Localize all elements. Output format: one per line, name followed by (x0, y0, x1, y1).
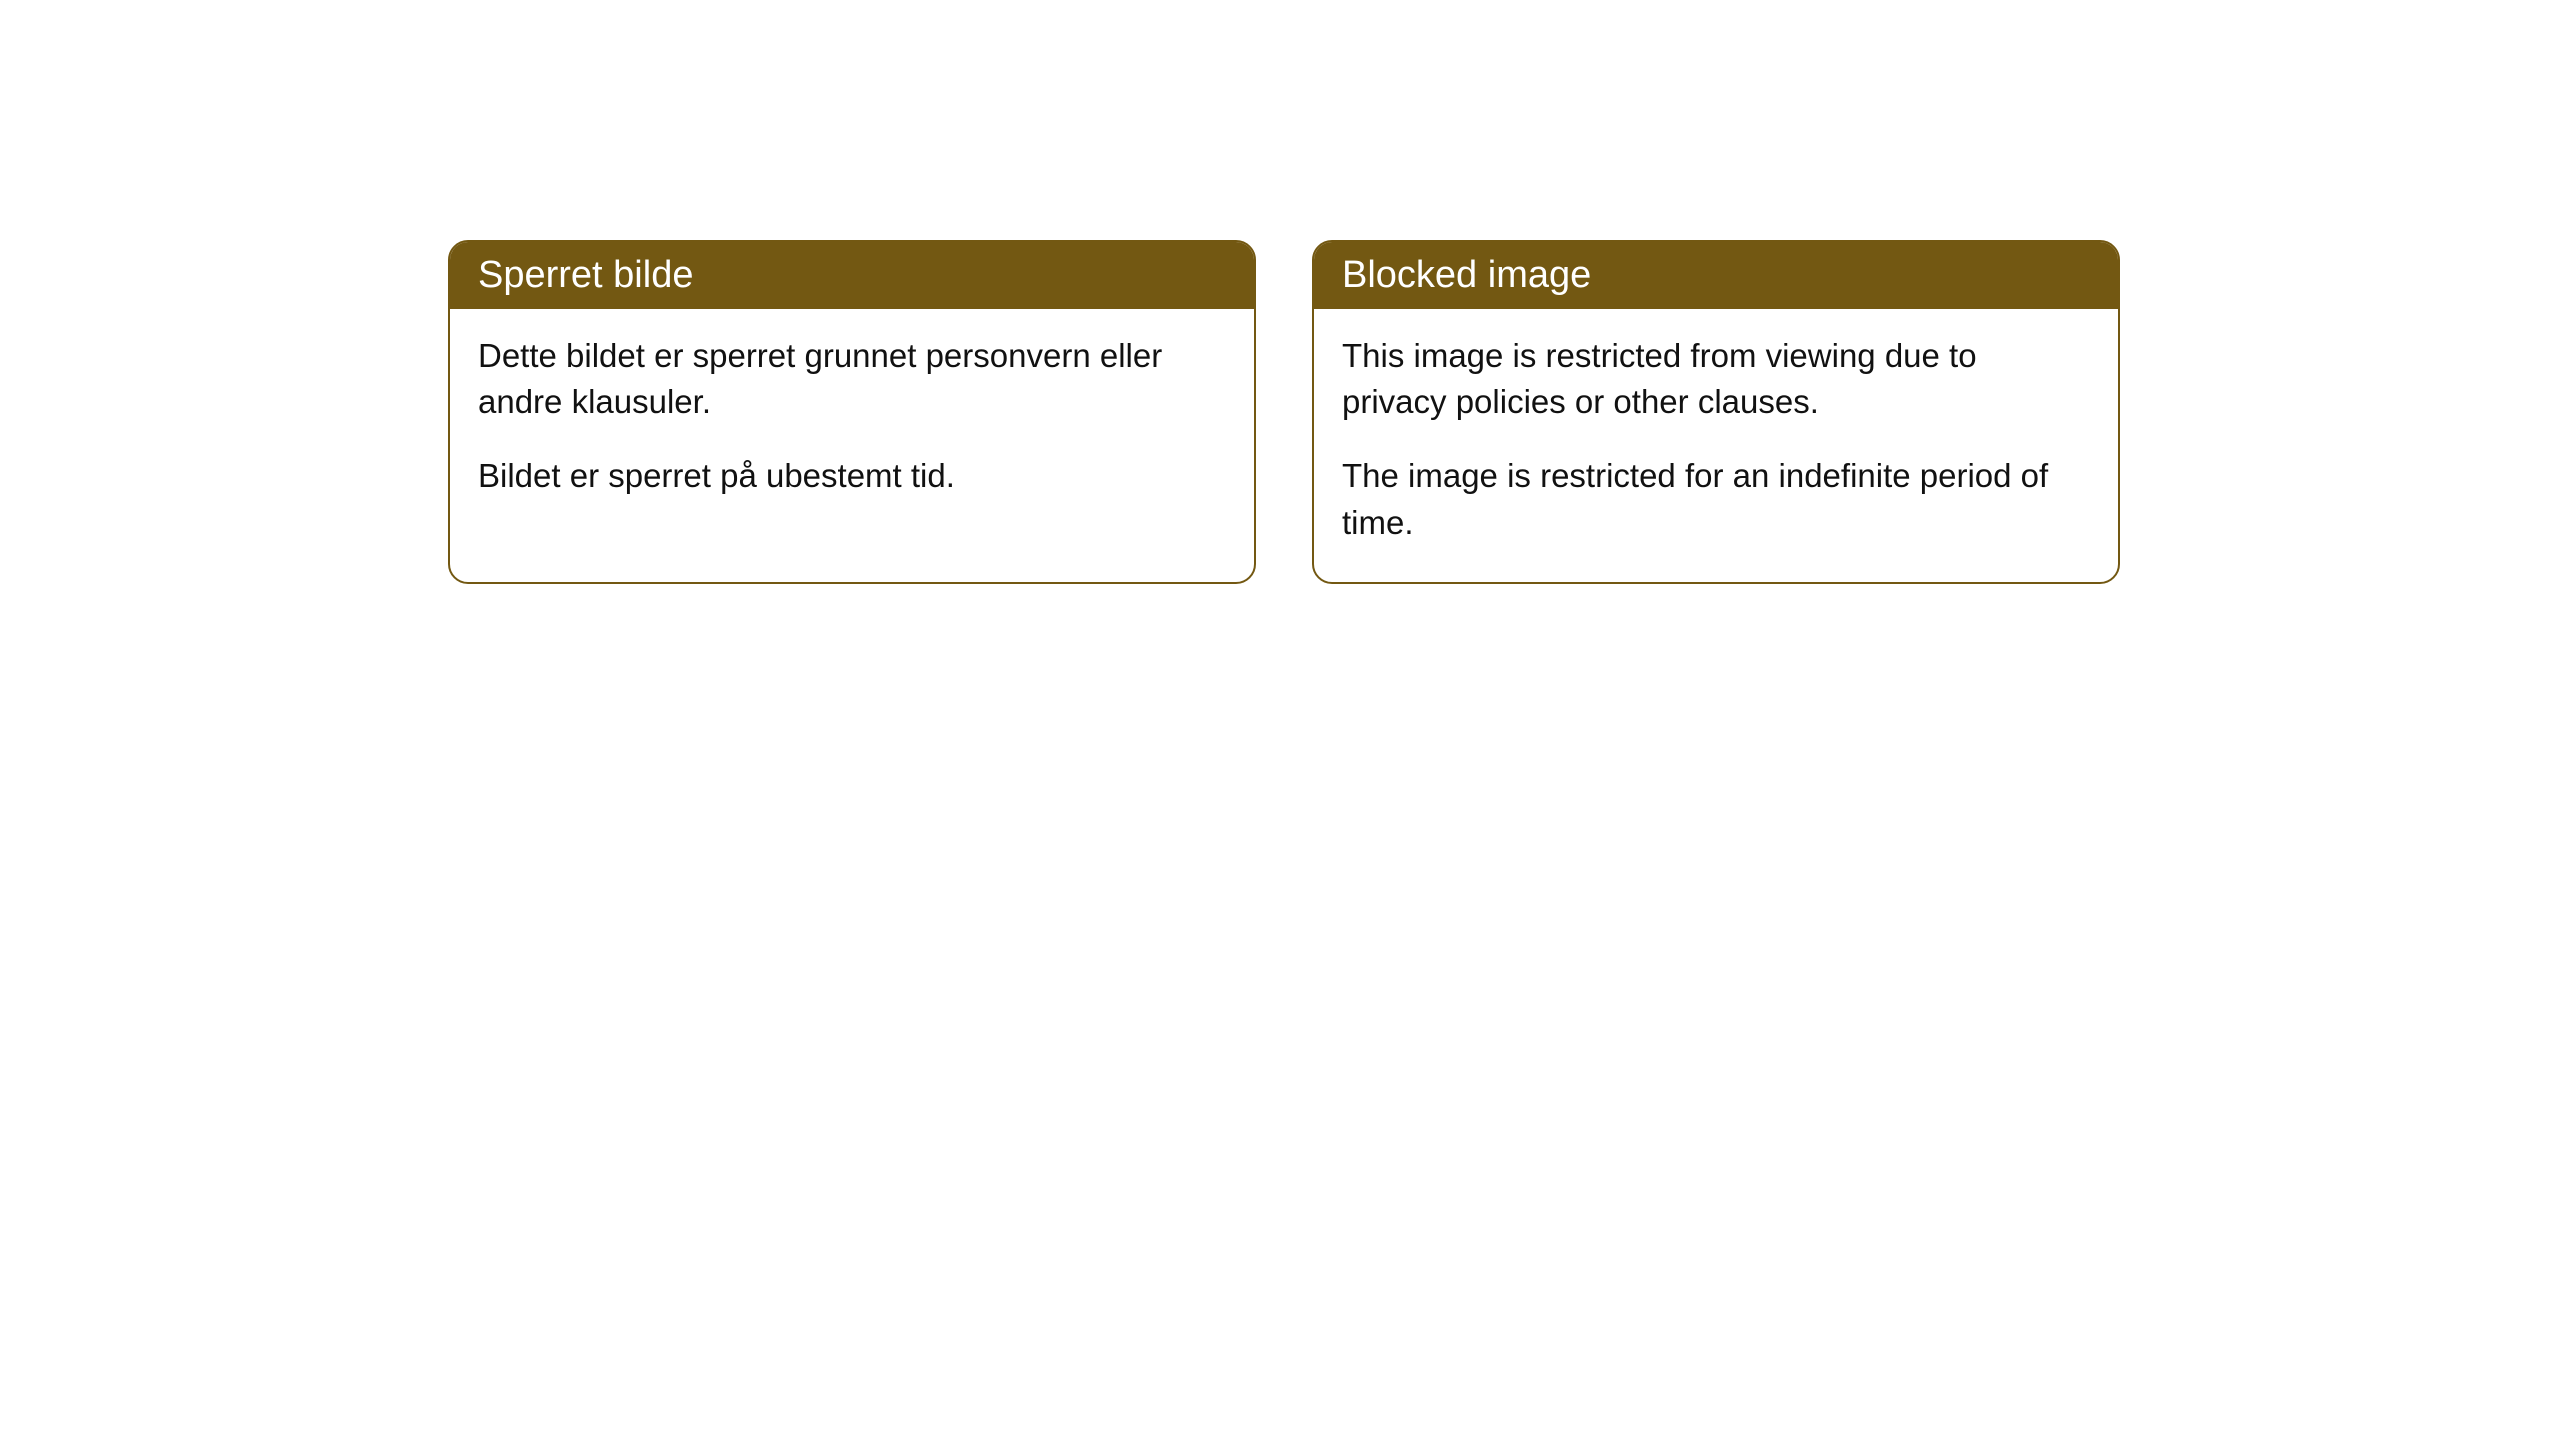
card-paragraph: Bildet er sperret på ubestemt tid. (478, 453, 1226, 499)
card-body: Dette bildet er sperret grunnet personve… (450, 309, 1254, 536)
card-paragraph: The image is restricted for an indefinit… (1342, 453, 2090, 545)
notice-card-english: Blocked image This image is restricted f… (1312, 240, 2120, 584)
card-paragraph: This image is restricted from viewing du… (1342, 333, 2090, 425)
card-header: Blocked image (1314, 242, 2118, 309)
card-paragraph: Dette bildet er sperret grunnet personve… (478, 333, 1226, 425)
card-header: Sperret bilde (450, 242, 1254, 309)
notice-cards-container: Sperret bilde Dette bildet er sperret gr… (0, 0, 2560, 584)
notice-card-norwegian: Sperret bilde Dette bildet er sperret gr… (448, 240, 1256, 584)
card-body: This image is restricted from viewing du… (1314, 309, 2118, 582)
